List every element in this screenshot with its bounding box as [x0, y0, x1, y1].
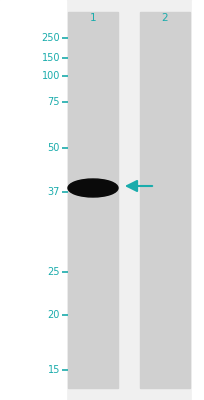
Bar: [139, 12, 189, 388]
Bar: [68, 12, 118, 388]
Text: 37: 37: [47, 187, 60, 197]
Text: 100: 100: [41, 71, 60, 81]
Text: 250: 250: [41, 33, 60, 43]
Text: 75: 75: [47, 97, 60, 107]
Bar: [0, 0, 66, 400]
Text: 15: 15: [47, 365, 60, 375]
Text: 20: 20: [47, 310, 60, 320]
Text: 50: 50: [47, 143, 60, 153]
Text: 2: 2: [161, 13, 167, 23]
Text: 1: 1: [89, 13, 96, 23]
Text: 150: 150: [41, 53, 60, 63]
Text: 25: 25: [47, 267, 60, 277]
Ellipse shape: [68, 179, 118, 197]
